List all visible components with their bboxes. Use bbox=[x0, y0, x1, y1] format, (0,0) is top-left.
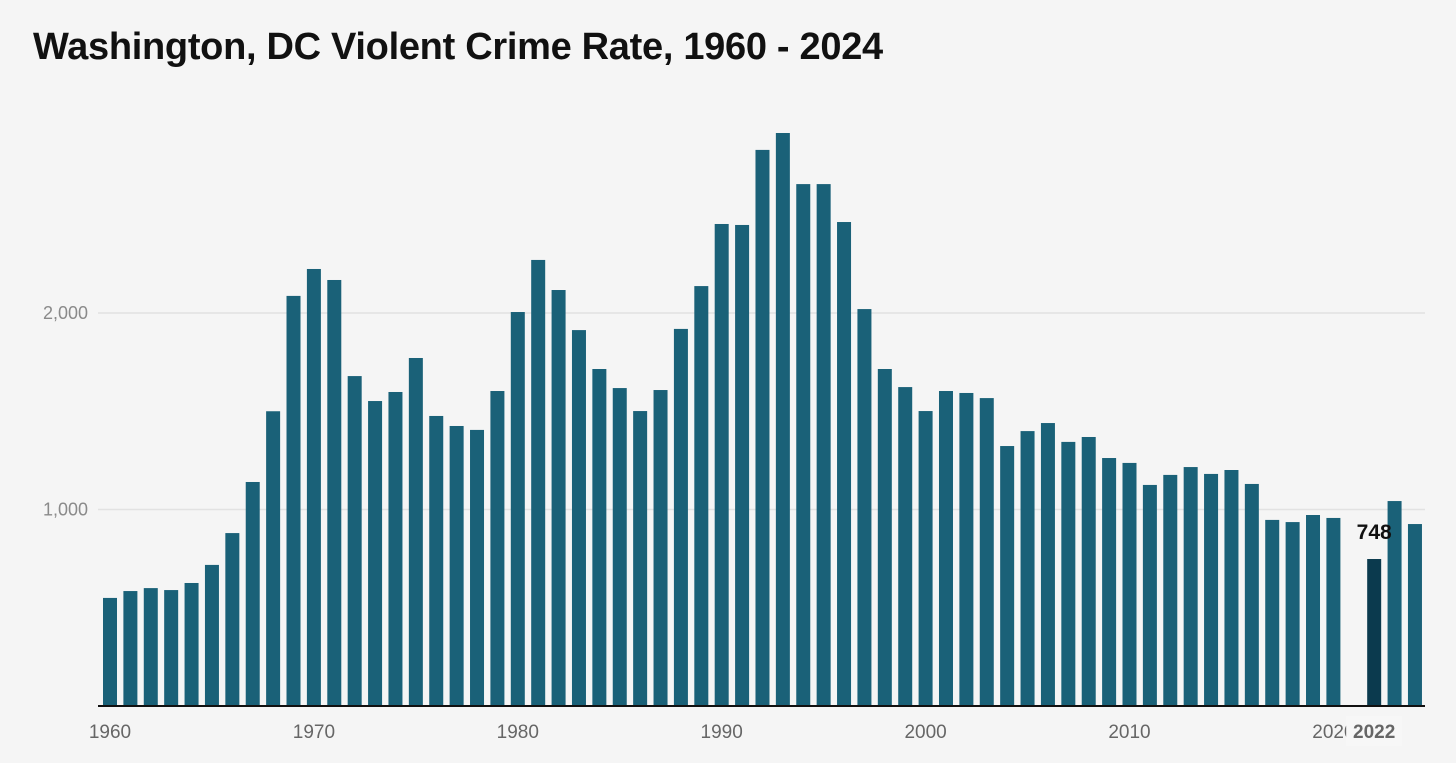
bar-1996 bbox=[837, 222, 852, 706]
bar-2000 bbox=[918, 411, 933, 706]
bar-1990 bbox=[714, 223, 729, 706]
bar-2011 bbox=[1142, 484, 1157, 706]
bar-1960 bbox=[103, 597, 117, 706]
x-tick-label: 2020 bbox=[1312, 722, 1354, 743]
bar-2019 bbox=[1306, 515, 1321, 706]
bar-1980 bbox=[510, 312, 525, 706]
y-tick-label: 2,000 bbox=[43, 303, 88, 323]
bar-1997 bbox=[857, 309, 872, 706]
bar-1982 bbox=[551, 290, 566, 706]
y-tick-label: 1,000 bbox=[43, 500, 88, 520]
bar-1994 bbox=[796, 184, 811, 706]
bar-1962 bbox=[143, 588, 158, 706]
bar-1964 bbox=[184, 582, 199, 706]
x-tick-label: 1970 bbox=[293, 722, 335, 743]
bar-1966 bbox=[225, 533, 240, 706]
x-tick-label: 1960 bbox=[89, 722, 131, 743]
bar-2007 bbox=[1061, 441, 1076, 706]
bar-1992 bbox=[755, 149, 770, 706]
bar-2009 bbox=[1102, 458, 1117, 706]
bar-1965 bbox=[204, 564, 219, 706]
bar-1961 bbox=[123, 591, 138, 706]
bar-2015 bbox=[1224, 470, 1239, 706]
bar-1998 bbox=[877, 369, 892, 706]
bar-1969 bbox=[286, 295, 301, 706]
bar-1974 bbox=[388, 391, 403, 706]
bar-2008 bbox=[1081, 436, 1096, 706]
bar-2023 bbox=[1387, 501, 1402, 706]
bar-2002 bbox=[959, 392, 974, 706]
bar-1975 bbox=[408, 357, 423, 706]
bar-1988 bbox=[673, 328, 688, 706]
bar-1991 bbox=[735, 224, 750, 706]
bar-2004 bbox=[1000, 446, 1015, 706]
bar-2012 bbox=[1163, 474, 1178, 706]
bar-1984 bbox=[592, 369, 607, 706]
chart-title: Washington, DC Violent Crime Rate, 1960 … bbox=[33, 26, 883, 68]
x-tick-label: 2010 bbox=[1108, 722, 1150, 743]
bar-1976 bbox=[429, 415, 444, 706]
bar-1971 bbox=[327, 279, 342, 706]
bar-2003 bbox=[979, 398, 994, 706]
bar-1987 bbox=[653, 390, 668, 706]
bar-1979 bbox=[490, 391, 505, 706]
bar-2006 bbox=[1040, 423, 1055, 706]
bar-2022 bbox=[1367, 559, 1382, 706]
bar-1999 bbox=[898, 387, 913, 706]
bar-1989 bbox=[694, 286, 709, 706]
bar-1986 bbox=[633, 411, 648, 706]
bar-1993 bbox=[775, 133, 790, 707]
bar-1977 bbox=[449, 425, 464, 706]
bar-2024 bbox=[1407, 524, 1422, 706]
x-tick-label: 1980 bbox=[497, 722, 539, 743]
bar-2020 bbox=[1326, 517, 1341, 706]
x-tick-label: 2000 bbox=[904, 722, 946, 743]
bar-1981 bbox=[531, 259, 546, 706]
bar-2010 bbox=[1122, 462, 1137, 706]
bar-2001 bbox=[938, 391, 953, 706]
bar-2014 bbox=[1204, 473, 1219, 706]
bar-1972 bbox=[347, 376, 362, 706]
bar-1970 bbox=[306, 268, 321, 706]
bar-1978 bbox=[470, 429, 485, 706]
highlight-label-background bbox=[1346, 716, 1403, 746]
bar-2013 bbox=[1183, 467, 1198, 706]
bar-1985 bbox=[612, 388, 627, 706]
bar-2016 bbox=[1244, 483, 1259, 706]
x-tick-label: 1990 bbox=[701, 722, 743, 743]
bar-1968 bbox=[266, 411, 281, 706]
highlight-x-label: 2022 bbox=[1353, 722, 1395, 743]
bar-1963 bbox=[164, 590, 179, 706]
bar-1973 bbox=[368, 401, 383, 706]
bar-1967 bbox=[245, 481, 260, 706]
bar-2018 bbox=[1285, 522, 1300, 706]
bar-1995 bbox=[816, 184, 831, 706]
highlight-data-label: 748 bbox=[1357, 521, 1392, 544]
bar-1983 bbox=[571, 330, 586, 706]
bar-2005 bbox=[1020, 431, 1035, 706]
bar-2017 bbox=[1265, 519, 1280, 706]
